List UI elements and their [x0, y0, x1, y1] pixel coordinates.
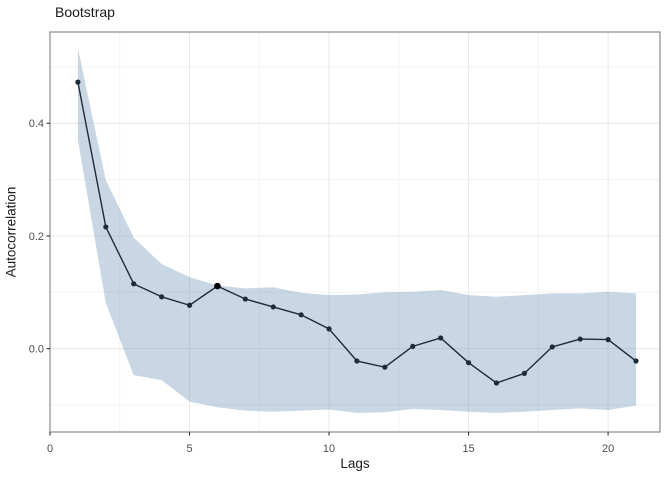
data-point-lag-8	[270, 304, 276, 310]
data-point-lag-21	[633, 358, 639, 364]
data-point-lag-12	[382, 364, 388, 370]
y-tick-label-0.0: 0.0	[29, 343, 44, 355]
data-point-lag-7	[242, 296, 248, 302]
data-point-lag-20	[605, 337, 611, 343]
data-point-lag-19	[577, 336, 583, 342]
panel-border	[49, 31, 661, 433]
data-point-lag-18	[549, 344, 555, 350]
data-point-lag-16	[493, 380, 500, 386]
data-point-lag-2	[103, 224, 109, 230]
data-point-lag-5	[186, 302, 193, 308]
data-point-lag-17	[521, 370, 527, 377]
data-point-lag-9	[298, 312, 304, 318]
confidence-band	[77, 48, 637, 413]
plot-panel	[50, 32, 660, 432]
data-point-lag-15	[465, 360, 472, 366]
x-tick-label-10: 10	[323, 443, 335, 455]
x-axis-title: Lags	[340, 456, 370, 471]
data-point-lag-14	[438, 335, 444, 341]
y-tick-label-0.4: 0.4	[29, 118, 44, 130]
x-tick-label-0: 0	[47, 443, 53, 455]
data-point-lag-3	[131, 281, 137, 287]
data-point-lag-13	[410, 343, 416, 349]
data-point-lag-6	[214, 282, 221, 290]
data-point-lag-11	[354, 358, 360, 364]
x-tick-label-20: 20	[602, 443, 614, 455]
data-point-lag-4	[159, 294, 165, 300]
plot-title: Bootstrap	[55, 4, 115, 20]
data-point-lag-10	[326, 326, 332, 332]
x-tick-label-15: 15	[462, 443, 474, 455]
data-point-lag-1	[75, 79, 81, 85]
y-tick-label-0.2: 0.2	[29, 231, 44, 243]
x-tick-label-5: 5	[186, 443, 192, 455]
